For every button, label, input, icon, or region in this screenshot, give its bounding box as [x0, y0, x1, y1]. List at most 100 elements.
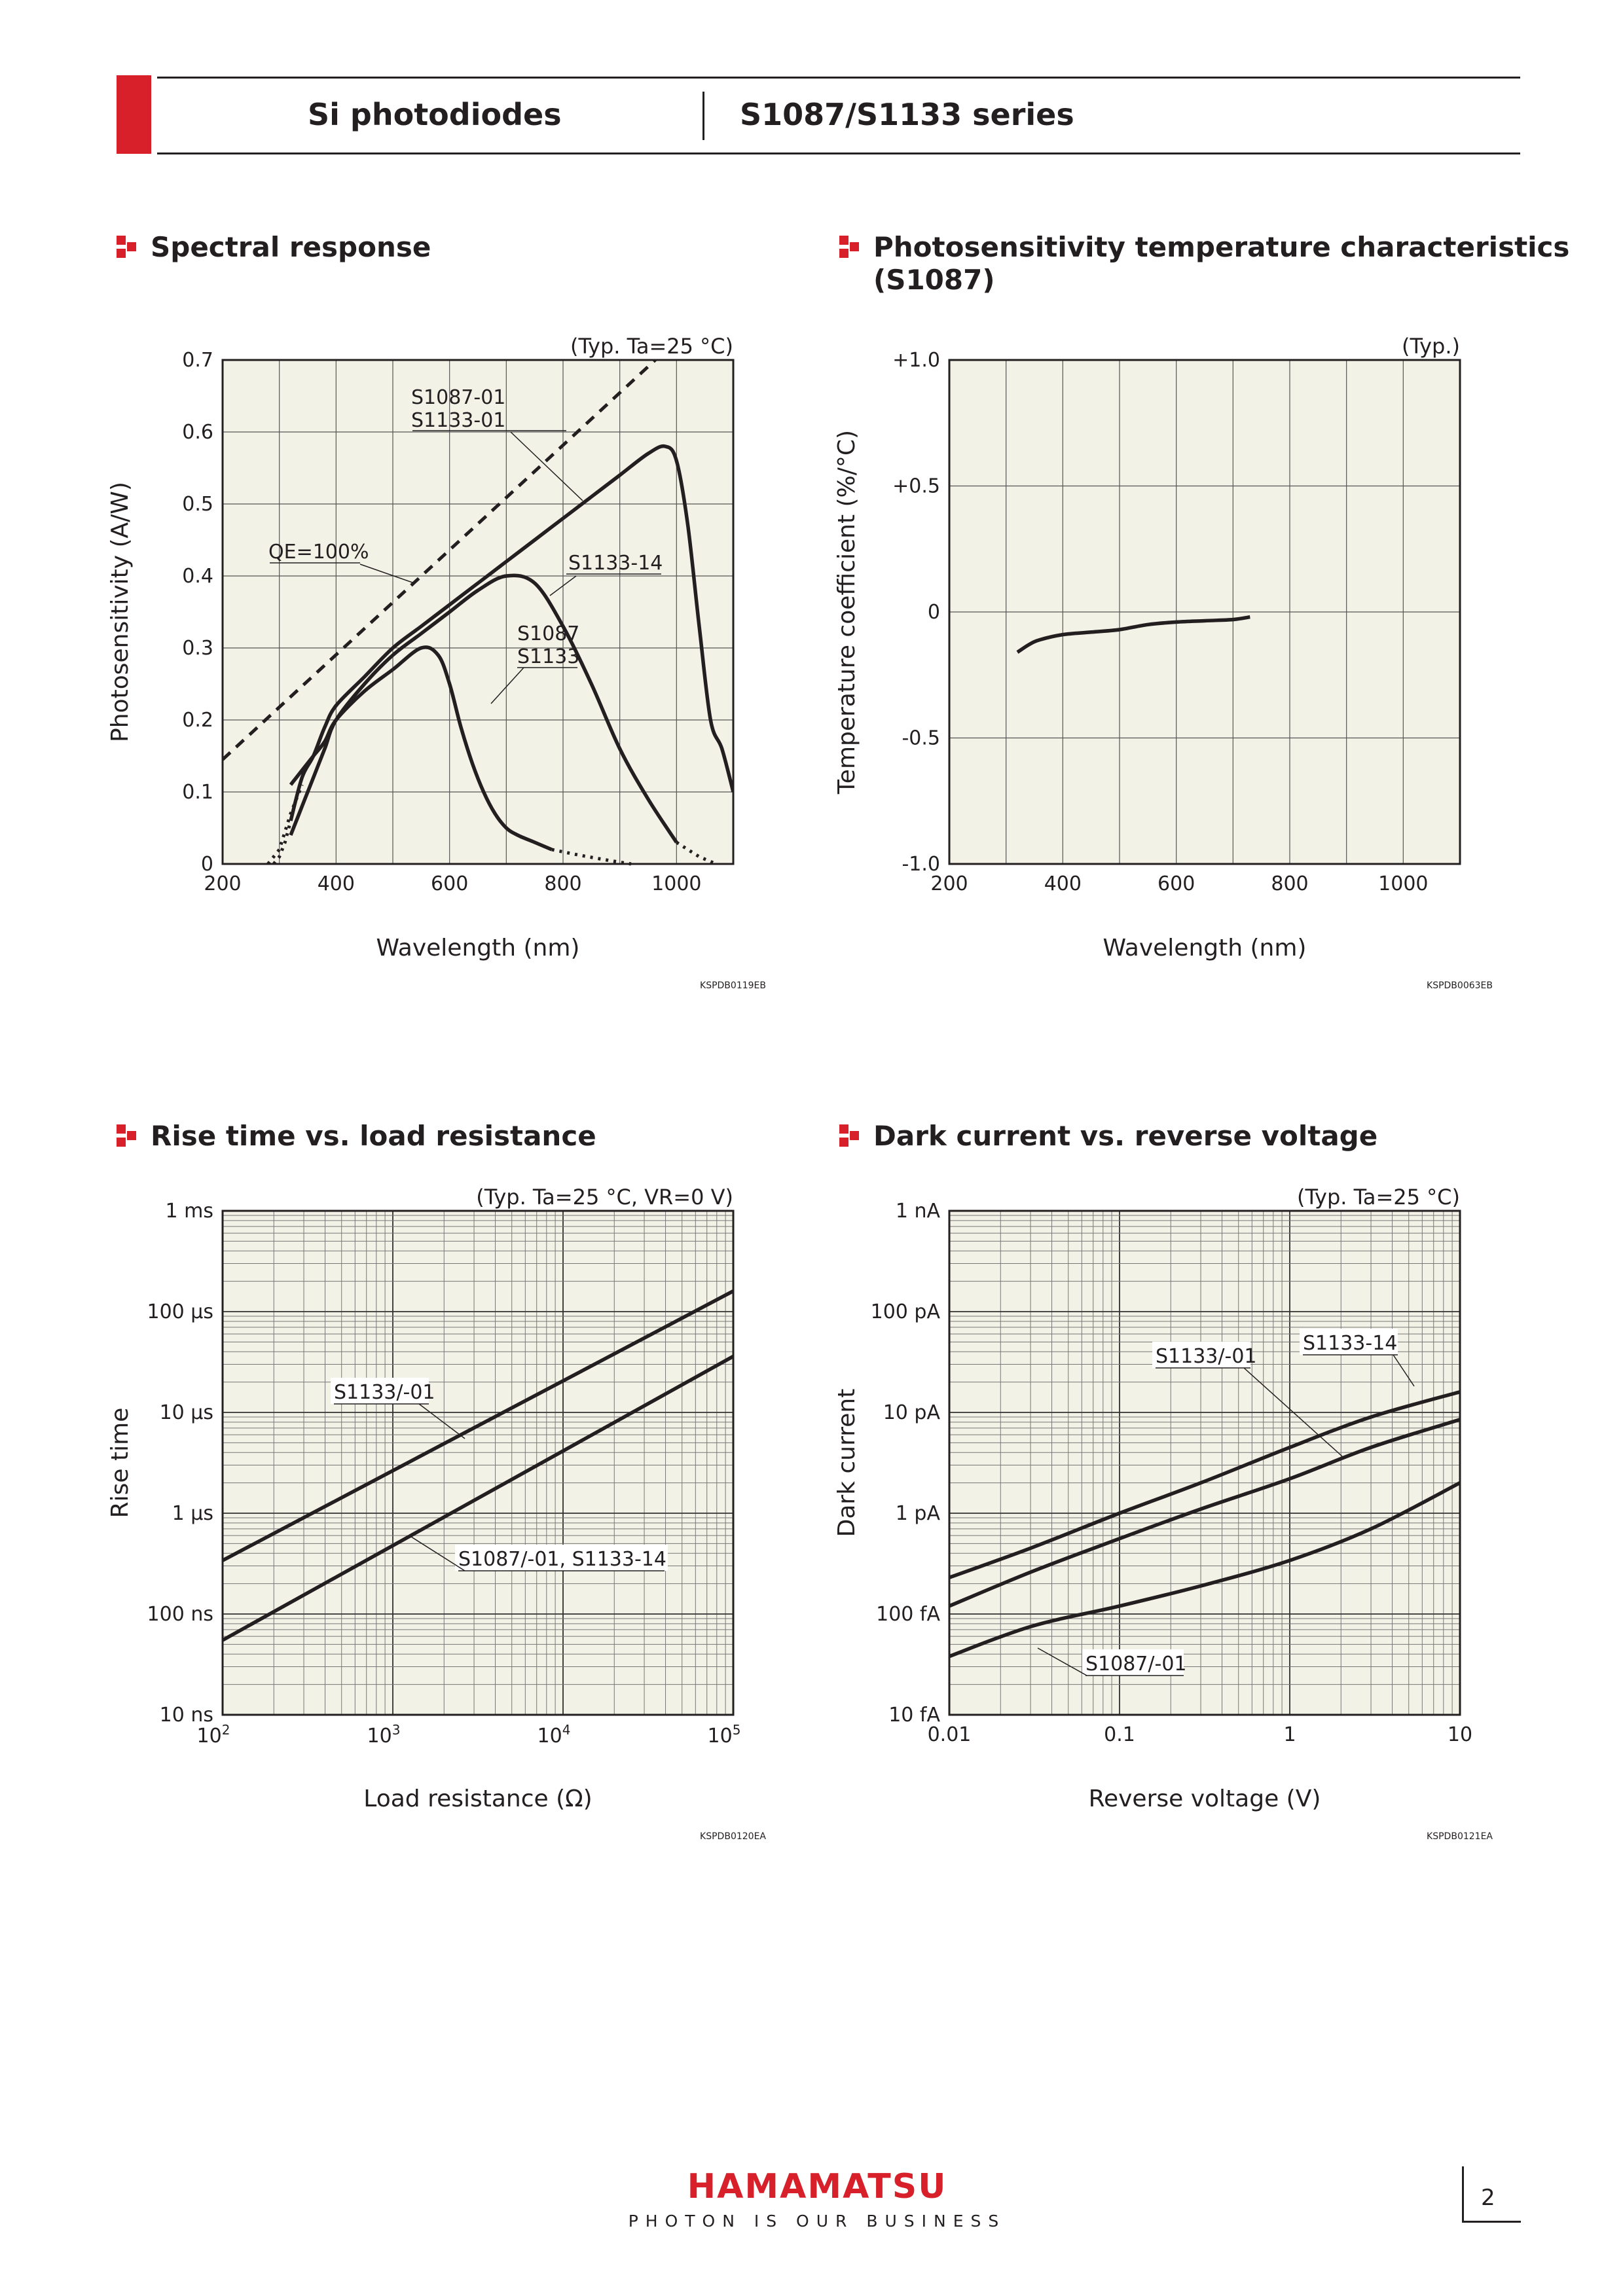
rise-time-chart: 102 103 104 105 10 ns 100 ns 1 µs 10 µs 100 µs 1 …	[107, 1185, 766, 1842]
brand-tagline: PHOTON IS OUR BUSINESS	[628, 2212, 1006, 2231]
y-axis-label: Dark current	[833, 1389, 860, 1537]
x-tick-label: 200	[930, 872, 968, 895]
chart-condition-note: (Typ.)	[1402, 334, 1460, 359]
plot-frame	[221, 1210, 735, 1716]
annotation-leader-line	[1393, 1354, 1415, 1387]
section-title: Dark current vs. reverse voltage	[873, 1120, 1378, 1152]
figure-code: KSPDB0121EA	[1427, 1831, 1493, 1842]
page-number-rule-vertical	[1462, 2166, 1464, 2222]
header-product-category: Si photodiodes	[308, 97, 562, 132]
x-tick-label: 800	[544, 872, 581, 895]
y-tick-label: 10 µs	[160, 1401, 213, 1424]
x-tick-label: 400	[318, 872, 355, 895]
series-line-s1087-01-s1133-14	[221, 1354, 735, 1642]
section-title: Rise time vs. load resistance	[151, 1120, 596, 1152]
x-tick-label: 1000	[651, 872, 701, 895]
chart-condition-note: (Typ. Ta=25 °C)	[1297, 1185, 1460, 1210]
section-title-line1: Photosensitivity temperature characteris…	[873, 231, 1570, 263]
x-axis-label: Wavelength (nm)	[376, 935, 580, 961]
annotation-leader-line	[549, 575, 577, 596]
y-tick-label: 10 pA	[883, 1401, 941, 1424]
annotation-leader-line	[1243, 1367, 1343, 1457]
x-axis-label: Wavelength (nm)	[1103, 935, 1307, 961]
plot-frame	[948, 359, 1461, 865]
series-line-s1087-s1133	[289, 645, 553, 852]
series-line-s1087-01	[949, 1481, 1461, 1659]
annotation-label: S1133	[517, 645, 579, 668]
section-bullet-icon	[117, 236, 136, 258]
y-tick-label: 0.6	[182, 421, 213, 444]
x-tick-label: 103	[367, 1722, 401, 1748]
temperature-coefficient-chart: 200 400 600 800 1000 -1.0 -0.5 0 +0.5 +1.0 Wavelen…	[833, 334, 1493, 991]
section-title: Spectral response	[151, 231, 431, 263]
plot-frame	[221, 359, 735, 865]
x-tick-label: 102	[197, 1722, 230, 1748]
header-bottom-rule	[157, 152, 1520, 154]
dark-current-chart: 0.01 0.1 1 10 10 fA 100 fA 1 pA 10 pA 100 pA 1 nA…	[833, 1185, 1493, 1842]
annotation-leader-line	[490, 667, 524, 704]
y-tick-label: 1 µs	[172, 1502, 213, 1525]
x-tick-label: 400	[1044, 872, 1082, 895]
y-tick-label: 0	[928, 601, 940, 624]
y-axis-label: Photosensitivity (A/W)	[107, 482, 134, 742]
y-axis-label: Temperature coefficient (%/°C)	[833, 430, 860, 795]
x-tick-label: 1000	[1378, 872, 1428, 895]
x-tick-label: 800	[1271, 872, 1308, 895]
annotation-leader-line	[410, 1536, 465, 1571]
series-line-s1133-01	[221, 1289, 735, 1562]
x-tick-label: 104	[538, 1722, 571, 1748]
x-axis-label: Reverse voltage (V)	[1089, 1785, 1321, 1812]
hamamatsu-logo: HAMAMATSU PHOTON IS OUR BUSINESS	[621, 2167, 1013, 2231]
annotation-label: S1133/-01	[1156, 1345, 1257, 1368]
spectral-response-chart: 200 400 600 800 1000 0 0.1 0.2 0.3 0.4 0.5 0.6 0.7 Wa…	[107, 334, 766, 991]
figure-code: KSPDB0063EB	[1427, 980, 1493, 991]
annotation-bg	[331, 1378, 429, 1404]
x-tick-label: 1	[1283, 1723, 1296, 1746]
page-number-rule-horizontal	[1462, 2221, 1521, 2223]
annotation-leader-line	[510, 431, 583, 501]
y-axis-label: Rise time	[107, 1408, 134, 1518]
annotation-label: S1133-14	[1303, 1332, 1397, 1355]
y-tick-label: 0.1	[182, 781, 213, 804]
y-tick-label: +1.0	[892, 349, 940, 372]
y-tick-label: 0	[201, 853, 213, 876]
series-qe-100-line	[223, 360, 658, 761]
chart-condition-note: (Typ. Ta=25 °C, VR=0 V)	[476, 1185, 733, 1210]
annotation-label: S1087/-01, S1133-14	[458, 1548, 666, 1571]
series-tail-dotted	[675, 840, 717, 866]
annotation-bg	[1300, 1329, 1398, 1355]
header-accent-bar	[117, 75, 151, 154]
plot-frame	[948, 1210, 1461, 1716]
y-tick-label: 10 fA	[888, 1704, 940, 1727]
chart-condition-note: (Typ. Ta=25 °C)	[570, 334, 733, 359]
header-divider	[702, 92, 704, 140]
y-tick-label: 0.3	[182, 637, 213, 660]
section-bullet-icon	[839, 236, 859, 258]
y-tick-label: 1 ms	[166, 1200, 213, 1223]
series-line-s1087	[1016, 615, 1250, 654]
x-tick-label: 105	[708, 1722, 741, 1748]
annotation-bg	[1082, 1649, 1184, 1676]
y-tick-label: 0.2	[182, 709, 213, 732]
y-tick-label: -1.0	[902, 853, 940, 876]
series-line-s1133-01	[948, 1418, 1461, 1608]
x-tick-label: 10	[1448, 1723, 1472, 1746]
annotation-leader-line	[359, 564, 413, 583]
series-tail-dotted	[272, 820, 293, 865]
page-number: 2	[1481, 2185, 1495, 2211]
section-bullet-icon	[839, 1124, 859, 1147]
annotation-bg	[455, 1545, 668, 1571]
y-tick-label: +0.5	[892, 475, 940, 498]
x-tick-label: 0.01	[928, 1723, 972, 1746]
y-tick-label: 0.7	[182, 349, 213, 372]
y-tick-label: 100 µs	[147, 1300, 213, 1323]
y-tick-label: 0.5	[182, 493, 213, 516]
x-tick-label: 600	[1158, 872, 1195, 895]
series-line-s1133-14	[289, 573, 678, 844]
figure-code: KSPDB0119EB	[700, 980, 766, 991]
y-tick-label: 100 ns	[147, 1603, 213, 1626]
section-bullet-icon	[117, 1124, 136, 1147]
series-line-s1133-14	[949, 1390, 1461, 1579]
annotation-label: S1087	[517, 622, 579, 645]
y-tick-label: -0.5	[902, 727, 940, 750]
